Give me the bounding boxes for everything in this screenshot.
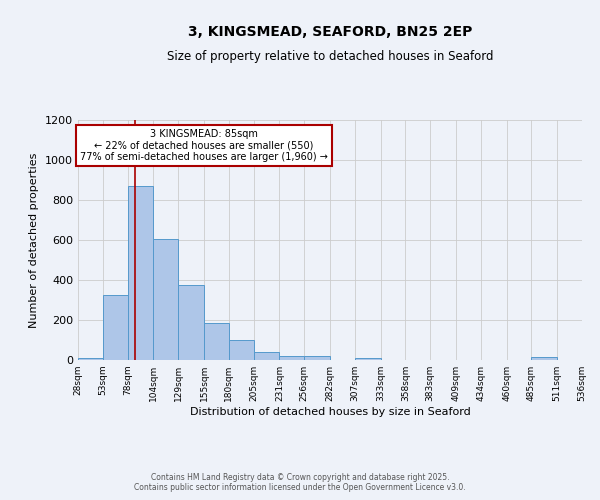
- Bar: [154, 239, 178, 360]
- Bar: [204, 323, 229, 360]
- Text: 3 KINGSMEAD: 85sqm
← 22% of detached houses are smaller (550)
77% of semi-detach: 3 KINGSMEAD: 85sqm ← 22% of detached hou…: [80, 129, 328, 162]
- Bar: [355, 358, 380, 360]
- Bar: [304, 356, 330, 360]
- X-axis label: Distribution of detached houses by size in Seaford: Distribution of detached houses by size …: [190, 407, 470, 417]
- Text: Size of property relative to detached houses in Seaford: Size of property relative to detached ho…: [167, 50, 493, 63]
- Bar: [229, 340, 254, 360]
- Text: Contains HM Land Registry data © Crown copyright and database right 2025.: Contains HM Land Registry data © Crown c…: [151, 474, 449, 482]
- Bar: [78, 358, 103, 360]
- Bar: [254, 352, 280, 360]
- Text: 3, KINGSMEAD, SEAFORD, BN25 2EP: 3, KINGSMEAD, SEAFORD, BN25 2EP: [188, 25, 472, 39]
- Bar: [532, 357, 557, 360]
- Text: Contains public sector information licensed under the Open Government Licence v3: Contains public sector information licen…: [134, 484, 466, 492]
- Bar: [128, 186, 154, 360]
- Bar: [178, 285, 204, 360]
- Y-axis label: Number of detached properties: Number of detached properties: [29, 152, 40, 328]
- Bar: [103, 295, 128, 360]
- Bar: [280, 356, 304, 360]
